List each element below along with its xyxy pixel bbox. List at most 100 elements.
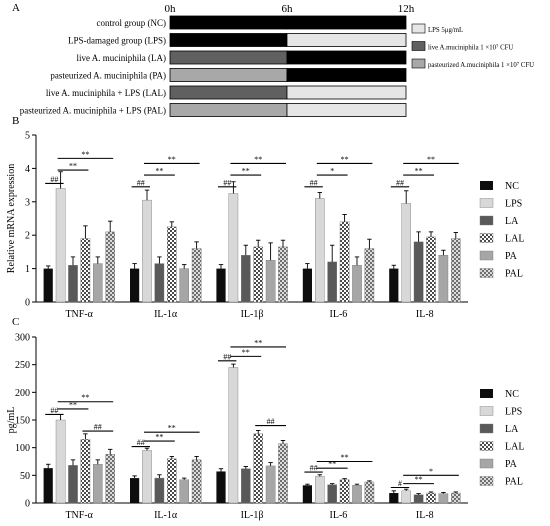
- significance-label-13: **: [341, 453, 349, 462]
- legend-swatch-LA: [479, 423, 494, 434]
- legend-label-LPS: LPS: [505, 199, 522, 210]
- significance-label-9: ##: [310, 178, 318, 187]
- timeline-legend-label-2: pasteurized A.muciniphila 1 ×10⁷ CFU: [428, 62, 534, 69]
- significance-label-12: ##: [396, 178, 404, 187]
- bar-NC-1: [130, 478, 140, 503]
- bar-LA-3: [327, 261, 338, 303]
- x-tick-label: IL-1α: [154, 309, 178, 320]
- legend-label-PAL: PAL: [505, 269, 523, 280]
- significance-label-3: ##: [137, 178, 145, 187]
- bar-PAL-3: [364, 481, 375, 504]
- bar-PA-4: [438, 255, 449, 303]
- bar-LAL-3: [339, 479, 350, 504]
- significance-label-4: **: [155, 167, 163, 176]
- significance-label-6: **: [168, 424, 176, 433]
- bar-LPS-4: [401, 490, 412, 504]
- legend-swatch-LPS: [479, 406, 494, 416]
- y-tick-label: 200: [15, 388, 30, 399]
- bar-LA-1: [154, 477, 165, 504]
- x-tick-label: IL-1β: [241, 510, 264, 521]
- panel-c-protein-chart: C 0 50 100 150 200 250 300 pg/mL TNF-α IL-1α IL-1β…: [6, 316, 524, 521]
- timeline-legend-swatch-0: [411, 23, 426, 34]
- bar-LAL-1: [166, 226, 177, 303]
- y-tick-label: 0: [25, 499, 30, 510]
- legend-label-LPS: LPS: [505, 407, 522, 418]
- bar-PAL-4: [451, 238, 461, 303]
- y-tick-label: 0: [25, 298, 30, 309]
- y-tick-label: 100: [15, 443, 30, 454]
- significance-label-0: ##: [50, 406, 58, 415]
- bar-PAL-2: [278, 443, 288, 504]
- bar-LPS-3: [315, 198, 325, 303]
- bar-LA-0: [68, 465, 78, 504]
- group-label-4: live A. muciniphila + LPS (LAL): [46, 88, 166, 98]
- significance-label-7: **: [242, 167, 250, 176]
- legend-swatch-PAL: [479, 476, 494, 486]
- legend-swatch-LPS: [479, 198, 494, 208]
- x-tick-label: IL-8: [416, 309, 434, 320]
- bar-PAL-3: [364, 248, 375, 303]
- timeline-bar-second-3: [286, 68, 407, 82]
- significance-label-13: **: [415, 167, 423, 176]
- legend-label-PA: PA: [505, 251, 518, 262]
- bar-PA-0: [92, 464, 103, 504]
- y-axis-title: Relative mRNA expression: [6, 164, 17, 273]
- bar-NC-0: [43, 268, 53, 302]
- bar-PA-2: [265, 465, 276, 504]
- group-label-0: control group (NC): [97, 18, 167, 28]
- y-tick-label: 2: [25, 231, 30, 242]
- panel-a-timeline: A 0h 6h 12h control group (NC) LPS-damaged …: [12, 2, 534, 117]
- significance-label-15: **: [415, 475, 423, 484]
- bar-LAL-4: [426, 236, 436, 303]
- significance-label-11: **: [341, 155, 349, 164]
- timeline-bar-first-0: [169, 15, 288, 30]
- significance-label-5: **: [168, 155, 176, 164]
- significance-label-10: ##: [267, 417, 275, 426]
- bar-LPS-0: [55, 419, 66, 504]
- bar-LAL-2: [253, 433, 264, 504]
- legend-label-LA: LA: [505, 424, 519, 435]
- bar-LPS-0: [55, 188, 66, 303]
- legend-swatch-PA: [479, 250, 494, 261]
- x-tick-label: IL-8: [416, 510, 434, 521]
- bar-NC-3: [302, 268, 312, 302]
- timeline-legend-label-1: live A.muciniphila 1 ×10⁷ CFU: [428, 45, 513, 52]
- x-tick-label: TNF-α: [65, 309, 93, 320]
- panel-a-label: A: [12, 2, 20, 14]
- group-label-1: LPS-damaged group (LPS): [68, 36, 166, 46]
- bar-LAL-0: [80, 439, 91, 504]
- bar-PAL-2: [278, 246, 288, 303]
- panel-b-mrna-chart: B 0 1 2 3 4 5 Relative mRNA expression TNF-α IL-…: [6, 115, 524, 320]
- timeline-bar-first-5: [169, 103, 288, 117]
- timeline-bar-second-1: [286, 33, 407, 47]
- x-tick-label: IL-6: [330, 309, 348, 320]
- legend-swatch-PAL: [479, 268, 494, 278]
- legend-swatch-LAL: [479, 441, 494, 451]
- panel-b-label: B: [12, 115, 19, 127]
- timeline-legend-swatch-2: [411, 58, 426, 69]
- significance-label-8: **: [254, 155, 262, 164]
- bar-PAL-4: [451, 492, 461, 504]
- significance-label-7: ##: [223, 352, 231, 361]
- significance-label-1: **: [69, 162, 77, 171]
- timeline-legend-label-0: LPS 5μg/mL: [428, 27, 463, 34]
- y-tick-label: 300: [15, 333, 30, 344]
- bar-NC-2: [216, 268, 226, 302]
- y-tick-label: 5: [25, 131, 30, 142]
- legend-swatch-PA: [479, 458, 494, 469]
- bar-PAL-0: [105, 231, 115, 303]
- y-tick-label: 3: [25, 197, 30, 208]
- legend-swatch-LAL: [479, 233, 494, 243]
- significance-label-2: **: [81, 150, 89, 159]
- bar-PA-2: [265, 260, 276, 303]
- significance-label-12: **: [328, 460, 336, 469]
- timeline-bar-second-4: [286, 85, 407, 100]
- bar-LPS-2: [228, 193, 239, 303]
- timeline-bar-first-4: [169, 85, 288, 100]
- bar-LPS-1: [142, 450, 152, 504]
- bar-PAL-1: [191, 248, 202, 303]
- y-tick-label: 1: [25, 264, 30, 275]
- y-tick-label: 250: [15, 360, 30, 371]
- group-label-2: live A. muciniphila (LA): [77, 53, 166, 63]
- time-label-2: 12h: [398, 3, 415, 15]
